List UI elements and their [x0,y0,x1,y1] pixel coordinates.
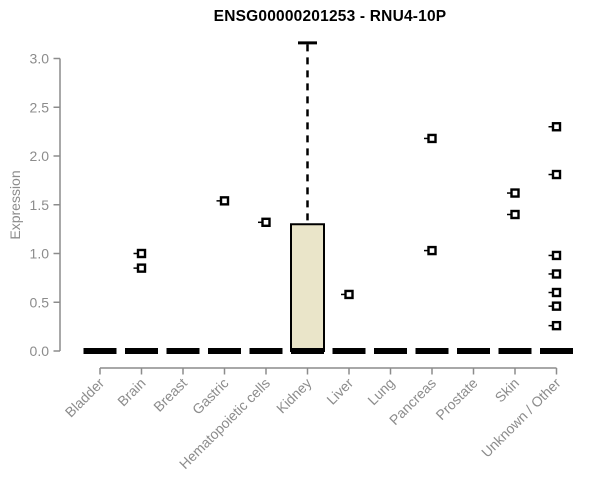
x-axis-label-unknown-other: Unknown / Other [478,375,564,461]
x-axis-label-liver: Liver [323,375,356,408]
outlier-point-unknown-other [551,169,562,180]
outlier-point-brain [136,263,147,273]
outlier-point-skin [510,188,520,198]
y-tick-label: 1.5 [30,197,50,213]
y-tick-label: 3.0 [30,51,50,67]
median-bar-breast [166,348,200,354]
outlier-point-hematopoietic-cells [261,217,271,228]
outlier-point-unknown-other [551,287,562,298]
outlier-point-brain [136,248,147,259]
x-axis-label-prostate: Prostate [432,375,480,423]
median-bar-kidney [291,348,324,354]
y-tick-label: 0.0 [30,343,50,359]
y-tick-label: 1.0 [30,246,50,262]
median-bar-pancreas [415,348,449,354]
median-bar-brain [125,348,158,354]
median-bar-lung [374,348,407,354]
y-tick-label: 2.0 [30,148,50,164]
median-bar-liver [332,348,366,354]
outlier-point-unknown-other [551,250,562,261]
outlier-point-liver [344,289,354,300]
outlier-point-unknown-other [551,269,562,279]
y-tick-label: 2.5 [30,99,50,115]
x-axis-label-skin: Skin [492,375,523,406]
box-kidney [290,223,325,352]
x-axis-label-kidney: Kidney [273,375,315,417]
y-tick-label: 0.5 [30,294,50,310]
chart-title: ENSG00000201253 - RNU4-10P [213,8,447,25]
outlier-point-unknown-other [551,320,562,331]
outlier-point-gastric [219,196,230,206]
outlier-point-skin [510,209,520,220]
median-bar-unknown-other [540,348,573,354]
median-bar-bladder [83,348,117,354]
median-bar-gastric [208,348,241,354]
outlier-point-unknown-other [551,301,562,311]
outlier-point-unknown-other [551,122,562,132]
x-axis-label-brain: Brain [114,375,148,409]
median-bar-skin [498,348,532,354]
x-axis-label-lung: Lung [364,375,397,408]
x-axis-label-breast: Breast [150,375,190,415]
x-axis-label-bladder: Bladder [62,375,108,421]
outlier-point-pancreas [427,245,437,256]
median-bar-hematopoietic-cells [249,348,283,354]
outlier-point-pancreas [427,133,437,144]
median-bar-prostate [457,348,490,354]
